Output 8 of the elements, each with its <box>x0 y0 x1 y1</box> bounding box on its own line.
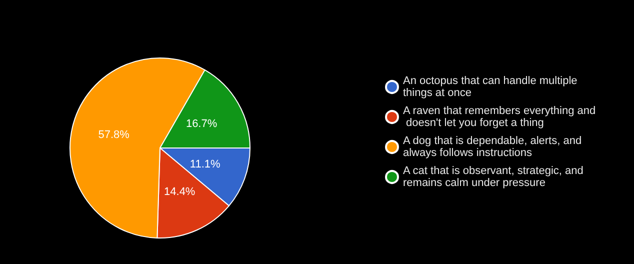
legend-label: A dog that is dependable, alerts, and always follows instructions <box>403 135 585 159</box>
data-label: 16.7% <box>186 118 218 130</box>
legend-label: An octopus that can handle multiple things at once <box>403 75 580 99</box>
legend-label: A raven that remembers everything and doesn't let you forget a thing <box>403 105 596 129</box>
data-label: 57.8% <box>98 128 130 141</box>
data-label: 14.4% <box>164 186 196 198</box>
data-label: 11.1% <box>190 158 221 170</box>
legend-label: A cat that is observant, strategic, and remains calm under pressure <box>403 165 586 189</box>
